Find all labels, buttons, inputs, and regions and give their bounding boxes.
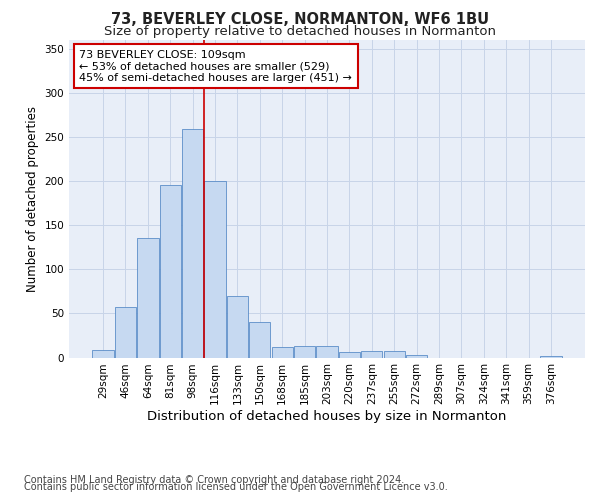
Text: 73, BEVERLEY CLOSE, NORMANTON, WF6 1BU: 73, BEVERLEY CLOSE, NORMANTON, WF6 1BU [111,12,489,28]
Text: Size of property relative to detached houses in Normanton: Size of property relative to detached ho… [104,25,496,38]
Bar [339,352,360,358]
Bar [182,129,203,358]
Bar [383,352,405,358]
Y-axis label: Number of detached properties: Number of detached properties [26,106,39,292]
Text: Contains public sector information licensed under the Open Government Licence v3: Contains public sector information licen… [24,482,448,492]
Bar [406,355,427,358]
Bar [249,322,271,358]
Text: Contains HM Land Registry data © Crown copyright and database right 2024.: Contains HM Land Registry data © Crown c… [24,475,404,485]
Bar [540,356,562,358]
Text: 73 BEVERLEY CLOSE: 109sqm
← 53% of detached houses are smaller (529)
45% of semi: 73 BEVERLEY CLOSE: 109sqm ← 53% of detac… [79,50,352,82]
Bar [160,184,181,358]
Bar [272,347,293,358]
Bar [294,346,315,358]
Bar [361,352,382,358]
Bar [92,350,114,358]
Bar [316,346,338,358]
Bar [137,238,158,358]
Bar [115,307,136,358]
Bar [205,181,226,358]
X-axis label: Distribution of detached houses by size in Normanton: Distribution of detached houses by size … [148,410,506,423]
Bar [227,296,248,358]
